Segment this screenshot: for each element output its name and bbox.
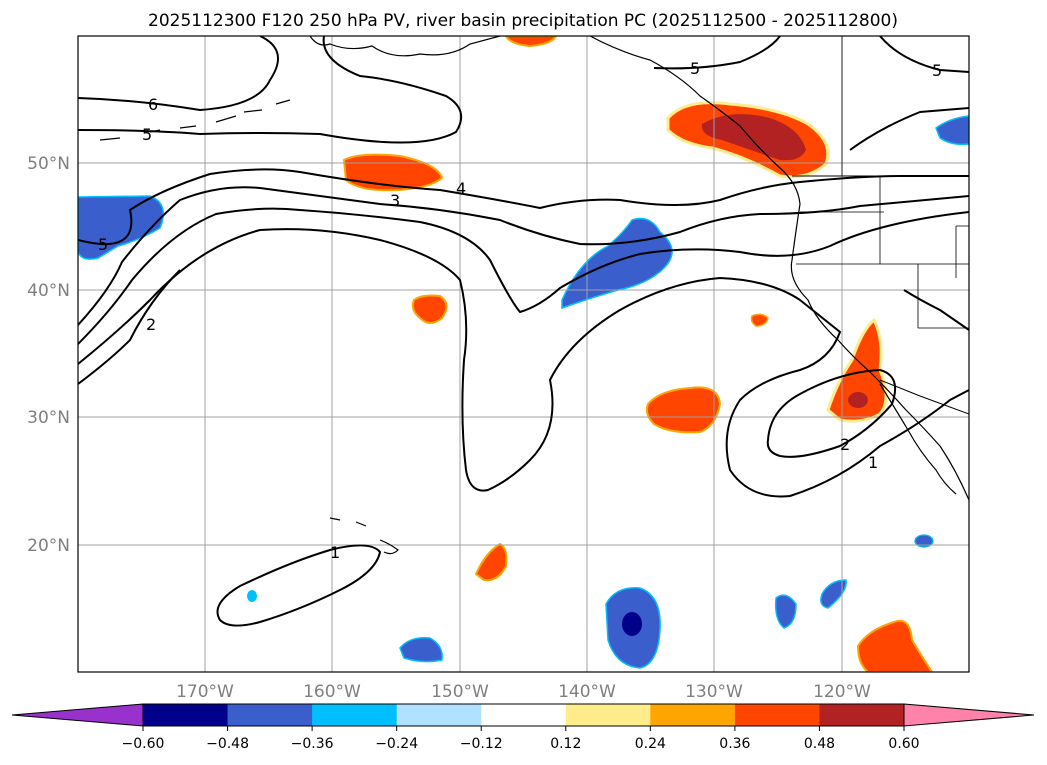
pos-anomaly-north-top — [504, 36, 558, 48]
colorbar-segment — [734, 704, 820, 726]
lat-tick-labels: 50°N 40°N 30°N 20°N — [27, 154, 70, 556]
colorbar-segment — [312, 704, 398, 726]
colorbar-segment — [565, 704, 651, 726]
colorbar-frame — [142, 703, 905, 727]
pv-contour-ring-1-south — [216, 544, 382, 627]
contour-label-6: 6 — [148, 95, 158, 114]
contour-label-1a: 1 — [868, 453, 878, 472]
colorbar-tick-label: −0.36 — [291, 736, 334, 752]
colorbar-segments — [11, 703, 1035, 727]
lon-tick-labels: 170°W 160°W 150°W 140°W 130°W 120°W — [176, 682, 871, 702]
pos-anomaly-small-a — [411, 294, 448, 324]
neg-anomaly-small-3 — [914, 534, 934, 548]
pv-contour-3b — [78, 207, 969, 345]
pv-contour-2 — [78, 228, 969, 498]
neg-anomaly-hawaii-east — [399, 636, 443, 663]
lon-tick-130w: 130°W — [685, 682, 743, 702]
lon-tick-150w: 150°W — [431, 682, 489, 702]
bc-coast — [589, 36, 801, 205]
colorbar-extend-low — [11, 703, 144, 727]
map-frame — [77, 35, 970, 673]
neg-anomaly-small-4 — [247, 590, 257, 602]
neg-anomaly-central — [561, 217, 673, 310]
contour-label-2a: 2 — [146, 315, 156, 334]
lon-tick-140w: 140°W — [558, 682, 616, 702]
map-panel: 6 5 5 5 5 4 3 2 2 1 1 50°N 40°N 30°N 20°… — [27, 35, 970, 702]
pv-contour-2b — [78, 269, 181, 385]
contour-label-5d: 5 — [98, 235, 108, 254]
pos-anomaly-small-b — [750, 313, 769, 327]
figure-title: 2025112300 F120 250 hPa PV, river basin … — [148, 11, 898, 31]
colorbar-tick-label: 0.24 — [635, 736, 666, 752]
pos-anomaly-baja-core — [848, 392, 868, 408]
colorbar-segment — [650, 704, 736, 726]
colorbar-tick-label: −0.60 — [122, 736, 165, 752]
lon-tick-120w: 120°W — [813, 682, 871, 702]
colorbar: −0.60 −0.48 −0.36 −0.24 −0.12 0.12 0.24 0.36 0.4… — [11, 703, 1035, 752]
pos-anomaly-hawaii-ne — [474, 542, 508, 582]
pos-anomaly-pnw-core — [701, 114, 806, 161]
contour-label-group: 6 5 5 5 5 4 3 2 2 1 1 — [98, 59, 942, 562]
colorbar-segment — [819, 704, 905, 726]
lat-tick-30n: 30°N — [27, 408, 70, 428]
pv-contour-3 — [78, 186, 969, 326]
colorbar-tick-label: 0.48 — [804, 736, 835, 752]
contour-label-5c: 5 — [932, 61, 942, 80]
lat-tick-50n: 50°N — [27, 154, 70, 174]
colorbar-tick-labels: −0.60 −0.48 −0.36 −0.24 −0.12 0.12 0.24 0.36 0.4… — [122, 726, 920, 752]
colorbar-tick-label: −0.48 — [206, 736, 249, 752]
us-west-coast — [790, 203, 969, 501]
pv-contour-east-5 — [849, 107, 969, 331]
colorbar-segment — [227, 704, 313, 726]
precip-pc-shading — [78, 36, 969, 672]
pv-contour-5-ne — [653, 36, 969, 73]
pos-anomaly-se — [856, 619, 934, 672]
neg-anomaly-small-1 — [774, 594, 797, 629]
baja-peninsula — [879, 383, 957, 495]
colorbar-tick-label: 0.36 — [719, 736, 750, 752]
contour-label-5b: 5 — [690, 59, 700, 78]
pos-anomaly-midlat — [342, 153, 444, 192]
pv-contours — [78, 36, 969, 627]
alaska-coast — [309, 36, 501, 57]
lat-tick-20n: 20°N — [27, 536, 70, 556]
contour-label-1b: 1 — [330, 543, 340, 562]
state-borders — [796, 36, 969, 329]
neg-anomaly-ne — [935, 115, 969, 146]
pos-anomaly-subtrop — [645, 386, 722, 434]
colorbar-tick-label: −0.12 — [460, 736, 503, 752]
colorbar-tick-label: −0.24 — [375, 736, 418, 752]
colorbar-segment — [396, 704, 482, 726]
contour-label-2b: 2 — [840, 435, 850, 454]
colorbar-tick-label: 0.12 — [550, 736, 581, 752]
hawaii-islands — [329, 517, 399, 555]
map-gridlines — [78, 36, 969, 672]
us-mexico-border — [879, 379, 969, 415]
pv-contour-6 — [78, 36, 279, 112]
pv-contour-4 — [78, 168, 969, 246]
lon-tick-160w: 160°W — [303, 682, 361, 702]
colorbar-segment — [143, 704, 229, 726]
lon-tick-170w: 170°W — [176, 682, 234, 702]
colorbar-tick-label: 0.60 — [888, 736, 919, 752]
pv-contour-5-north — [78, 36, 463, 144]
colorbar-segment — [481, 704, 567, 726]
contour-label-3: 3 — [390, 191, 400, 210]
pv-contour-ring-1-east — [766, 368, 896, 458]
contour-label-5a: 5 — [142, 125, 152, 144]
contour-label-4: 4 — [456, 179, 466, 198]
neg-anomaly-south-core — [622, 612, 642, 636]
lat-tick-40n: 40°N — [27, 281, 70, 301]
colorbar-extend-high — [903, 703, 1035, 727]
